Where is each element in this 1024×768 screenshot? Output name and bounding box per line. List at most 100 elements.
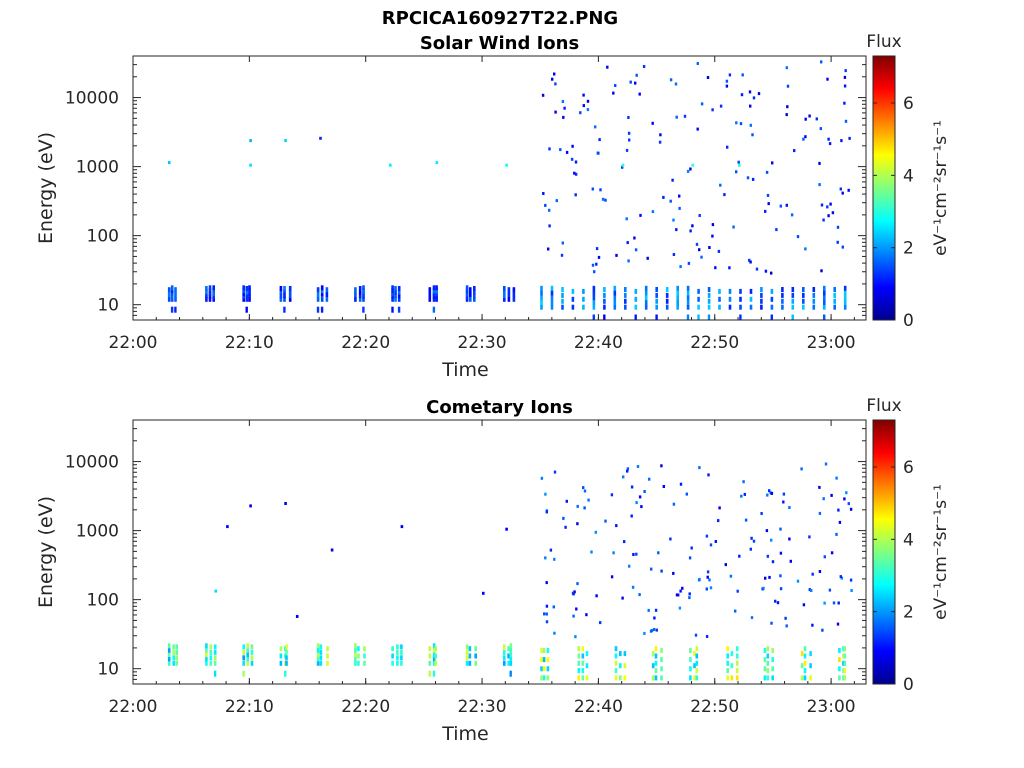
data-cell — [811, 623, 814, 627]
data-cell — [766, 554, 769, 558]
data-cell — [174, 296, 177, 302]
data-cell — [679, 482, 683, 486]
data-cell — [676, 304, 679, 310]
data-cell — [619, 663, 622, 669]
data-cell — [725, 79, 729, 83]
data-cell — [555, 199, 558, 203]
data-cell — [575, 607, 578, 611]
data-cell — [542, 657, 546, 663]
data-cell — [279, 653, 283, 659]
data-cell — [320, 288, 324, 294]
data-cell — [630, 514, 633, 518]
data-cell — [726, 145, 729, 149]
data-cell — [800, 651, 804, 657]
data-cell — [820, 60, 823, 64]
data-cell — [802, 603, 806, 607]
data-cell — [726, 646, 729, 652]
data-cell — [815, 117, 818, 121]
data-cell — [689, 167, 692, 171]
data-cell — [212, 293, 215, 299]
data-cell — [610, 575, 614, 579]
data-cell — [631, 585, 635, 589]
data-cell — [707, 298, 711, 304]
data-cell — [320, 285, 324, 291]
data-cell — [781, 287, 784, 292]
data-cell — [212, 291, 215, 297]
data-cell — [547, 247, 550, 251]
data-cell — [245, 296, 249, 302]
data-cell — [706, 76, 710, 79]
data-cell — [579, 111, 582, 115]
data-cell — [679, 589, 682, 593]
data-cell — [624, 292, 627, 298]
data-cell — [248, 296, 251, 302]
data-cell — [737, 160, 740, 164]
data-cell — [209, 655, 213, 661]
data-cell — [507, 296, 511, 302]
colorbar-tick-label: 4 — [903, 530, 914, 550]
data-cell — [719, 183, 722, 187]
data-cell — [660, 569, 663, 573]
data-cell — [676, 285, 679, 291]
data-cell — [432, 306, 436, 313]
data-cell — [818, 485, 821, 489]
data-cell — [546, 657, 550, 663]
data-cell — [791, 304, 795, 310]
data-cell — [785, 624, 788, 628]
data-cell — [325, 296, 329, 302]
data-cell — [574, 193, 577, 197]
data-cell — [625, 148, 629, 152]
data-cell — [540, 285, 543, 291]
data-cell — [803, 646, 807, 652]
data-cell — [167, 656, 171, 662]
data-cell — [316, 660, 320, 666]
data-cell — [432, 288, 436, 294]
data-cell — [748, 90, 752, 94]
data-cell — [826, 205, 829, 209]
data-cell — [432, 652, 436, 658]
data-cell — [545, 510, 548, 514]
data-cell — [400, 525, 404, 529]
data-cell — [205, 656, 208, 662]
data-cell — [469, 296, 472, 302]
data-cell — [279, 293, 283, 299]
data-cell — [812, 287, 816, 292]
data-cell — [655, 298, 658, 304]
data-cell — [509, 670, 512, 677]
data-cell — [705, 635, 709, 638]
data-cell — [503, 655, 506, 661]
data-cell — [655, 628, 658, 632]
data-cell — [697, 304, 700, 310]
data-cell — [330, 548, 334, 552]
data-cell — [242, 644, 245, 650]
figure-title: RPCICA160927T22.PNG — [382, 8, 618, 29]
data-cell — [691, 163, 695, 167]
data-cell — [735, 653, 739, 659]
data-cell — [748, 258, 751, 262]
colorbar-label: Flux — [866, 32, 901, 52]
data-cell — [735, 660, 739, 666]
data-cell — [585, 613, 588, 617]
data-cell — [249, 139, 252, 143]
data-cell — [469, 287, 472, 293]
data-cell — [784, 616, 787, 620]
data-cell — [626, 467, 630, 471]
data-cell — [728, 296, 732, 302]
data-cell — [319, 136, 322, 140]
data-cell — [561, 304, 564, 310]
data-cell — [562, 115, 565, 119]
data-cell — [726, 653, 729, 659]
data-cell — [698, 248, 701, 252]
data-cell — [319, 655, 323, 661]
data-cell — [770, 288, 774, 294]
data-cell — [432, 660, 436, 666]
data-cell — [811, 572, 814, 576]
data-cell — [245, 286, 249, 291]
data-cell — [320, 293, 324, 299]
data-cell — [319, 644, 323, 650]
colorbar-units: eV⁻¹cm⁻²sr⁻¹s⁻¹ — [931, 484, 951, 620]
data-cell — [573, 171, 576, 175]
data-cell — [170, 285, 174, 291]
data-cell — [174, 292, 177, 297]
data-cell — [632, 553, 635, 556]
